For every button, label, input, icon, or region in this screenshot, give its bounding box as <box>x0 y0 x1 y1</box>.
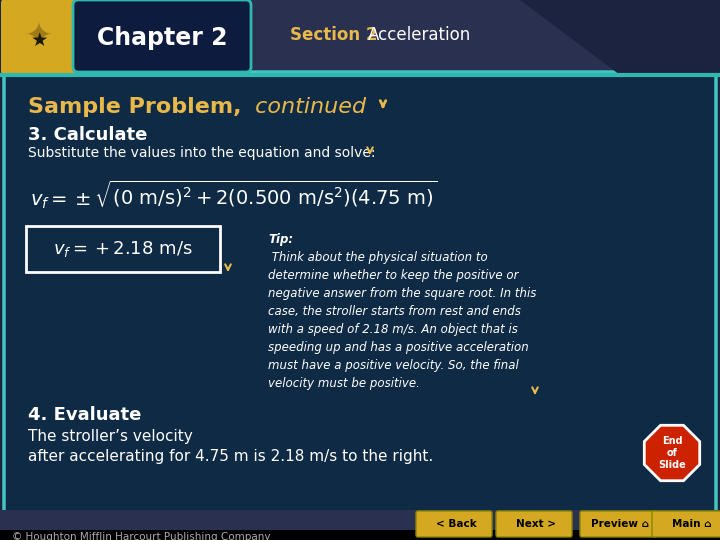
Text: Sample Problem,: Sample Problem, <box>28 97 241 117</box>
Text: must have a positive velocity. So, the final: must have a positive velocity. So, the f… <box>268 359 518 372</box>
Text: End
of
Slide: End of Slide <box>658 436 686 470</box>
Text: ✦: ✦ <box>25 21 53 53</box>
FancyBboxPatch shape <box>652 511 720 537</box>
FancyBboxPatch shape <box>496 511 572 537</box>
Text: Section 2: Section 2 <box>290 26 389 44</box>
Text: determine whether to keep the positive or: determine whether to keep the positive o… <box>268 269 518 282</box>
Text: velocity must be positive.: velocity must be positive. <box>268 377 420 390</box>
FancyBboxPatch shape <box>580 511 656 537</box>
FancyBboxPatch shape <box>0 530 720 540</box>
Text: Acceleration: Acceleration <box>368 26 472 44</box>
Text: after accelerating for 4.75 m is 2.18 m/s to the right.: after accelerating for 4.75 m is 2.18 m/… <box>28 449 433 464</box>
Text: Think about the physical situation to: Think about the physical situation to <box>268 251 487 264</box>
Text: 3. Calculate: 3. Calculate <box>28 126 148 144</box>
Text: with a speed of 2.18 m/s. An object that is: with a speed of 2.18 m/s. An object that… <box>268 323 518 336</box>
FancyBboxPatch shape <box>250 0 720 75</box>
Text: Chapter 2: Chapter 2 <box>96 26 228 50</box>
Text: Preview ⌂: Preview ⌂ <box>591 519 649 529</box>
Text: speeding up and has a positive acceleration: speeding up and has a positive accelerat… <box>268 341 528 354</box>
Text: The stroller’s velocity: The stroller’s velocity <box>28 429 193 444</box>
Text: Main ⌂: Main ⌂ <box>672 519 712 529</box>
Text: Tip:: Tip: <box>268 233 293 246</box>
Text: ★: ★ <box>30 30 48 50</box>
Text: © Houghton Mifflin Harcourt Publishing Company: © Houghton Mifflin Harcourt Publishing C… <box>12 532 271 540</box>
Text: case, the stroller starts from rest and ends: case, the stroller starts from rest and … <box>268 305 521 318</box>
Text: $v_f = \pm\sqrt{(0\ \mathrm{m/s})^2 + 2(0.500\ \mathrm{m/s}^2)(4.75\ \mathrm{m}): $v_f = \pm\sqrt{(0\ \mathrm{m/s})^2 + 2(… <box>30 179 437 211</box>
FancyBboxPatch shape <box>0 510 720 540</box>
FancyBboxPatch shape <box>73 0 251 72</box>
Text: continued: continued <box>248 97 366 117</box>
FancyBboxPatch shape <box>4 72 716 516</box>
FancyBboxPatch shape <box>416 511 492 537</box>
Text: < Back: < Back <box>436 519 477 529</box>
FancyBboxPatch shape <box>26 226 220 272</box>
Text: Next >: Next > <box>516 519 556 529</box>
Text: negative answer from the square root. In this: negative answer from the square root. In… <box>268 287 536 300</box>
Text: $v_f = +2.18\ \mathrm{m/s}$: $v_f = +2.18\ \mathrm{m/s}$ <box>53 239 193 259</box>
FancyBboxPatch shape <box>1 0 77 75</box>
Polygon shape <box>520 0 720 75</box>
Text: 4. Evaluate: 4. Evaluate <box>28 406 141 424</box>
FancyBboxPatch shape <box>0 0 720 75</box>
Text: Substitute the values into the equation and solve:: Substitute the values into the equation … <box>28 146 376 160</box>
